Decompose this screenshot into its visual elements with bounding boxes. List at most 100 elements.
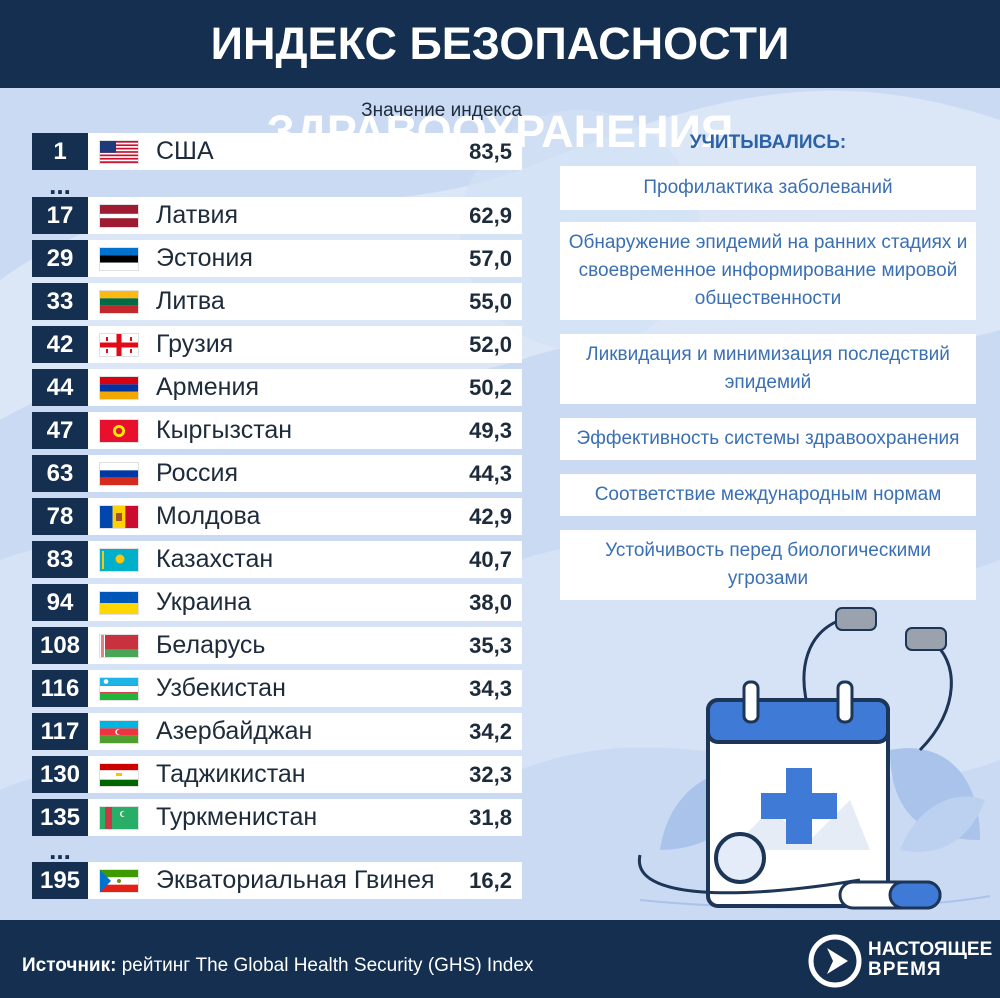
index-value: 50,2 — [469, 375, 512, 400]
index-value: 31,8 — [469, 805, 512, 830]
country-name: Грузия — [156, 330, 234, 358]
criteria-item: Эффективность системы здравоохранения — [560, 418, 976, 460]
index-value: 49,3 — [469, 418, 512, 443]
criteria-item: Устойчивость перед биологическими угроза… — [560, 530, 976, 600]
flag-icon — [100, 463, 138, 485]
country-name: Узбекистан — [156, 674, 286, 702]
row-bar: Экваториальная Гвинея 16,2 — [88, 862, 522, 899]
row-bar: Туркменистан 31,8 — [88, 799, 522, 836]
index-value: 55,0 — [469, 289, 512, 314]
country-name: Украина — [156, 588, 252, 616]
flag-icon — [100, 592, 138, 614]
row-bar: США 83,5 — [88, 133, 522, 170]
logo-play-icon — [808, 934, 862, 988]
rank-cell: 108 — [32, 627, 88, 664]
table-row: 29 Эстония 57,0 — [32, 240, 522, 277]
rank-cell: 135 — [32, 799, 88, 836]
source-label: Источник: — [22, 955, 117, 976]
flag-icon — [100, 807, 138, 829]
country-name: Эстония — [156, 244, 253, 272]
index-value: 34,3 — [469, 676, 512, 701]
flag-icon — [100, 420, 138, 442]
country-name: Россия — [156, 459, 238, 487]
country-name: Казахстан — [156, 545, 274, 573]
flag-icon — [100, 248, 138, 270]
rank-cell: 42 — [32, 326, 88, 363]
medical-illustration — [637, 607, 991, 910]
country-name: Латвия — [156, 201, 238, 229]
index-value: 40,7 — [469, 547, 512, 572]
flag-icon — [100, 870, 138, 892]
table-row: 78 Молдова 42,9 — [32, 498, 522, 535]
country-name: Туркменистан — [156, 803, 318, 831]
table-row: 63 Россия 44,3 — [32, 455, 522, 492]
flag-icon — [100, 506, 138, 528]
table-row: 130 Таджикистан 32,3 — [32, 756, 522, 793]
row-bar: Узбекистан 34,3 — [88, 670, 522, 707]
index-value: 34,2 — [469, 719, 512, 744]
country-name: Экваториальная Гвинея — [156, 866, 435, 894]
source-text: рейтинг The Global Health Security (GHS)… — [116, 955, 534, 976]
table-row: 195 Экваториальная Гвинея 16,2 — [32, 862, 522, 899]
table-row: 42 Грузия 52,0 — [32, 326, 522, 363]
table-row: 108 Беларусь 35,3 — [32, 627, 522, 664]
row-bar: Украина 38,0 — [88, 584, 522, 621]
flag-icon — [100, 635, 138, 657]
row-bar: Азербайджан 34,2 — [88, 713, 522, 750]
rank-cell: 47 — [32, 412, 88, 449]
flag-icon — [100, 549, 138, 571]
country-name: Литва — [156, 287, 225, 315]
rank-cell: 78 — [32, 498, 88, 535]
criteria-item: Соответствие международным нормам — [560, 474, 976, 516]
index-value: 32,3 — [469, 762, 512, 787]
table-row: 47 Кыргызстан 49,3 — [32, 412, 522, 449]
criteria-title: УЧИТЫВАЛИСЬ: — [689, 132, 847, 153]
index-value: 16,2 — [469, 868, 512, 893]
rank-cell: 1 — [32, 133, 88, 170]
flag-icon — [100, 721, 138, 743]
row-bar: Таджикистан 32,3 — [88, 756, 522, 793]
criteria-item: Обнаружение эпидемий на ранних стадиях и… — [560, 222, 976, 320]
flag-icon — [100, 377, 138, 399]
header-bar — [0, 0, 1000, 88]
rank-cell: 94 — [32, 584, 88, 621]
flag-icon — [100, 205, 138, 227]
country-name: Молдова — [156, 502, 261, 530]
brand-logo: НАСТОЯЩЕЕ ВРЕМЯ — [808, 934, 992, 990]
row-bar: Армения 50,2 — [88, 369, 522, 406]
rank-cell: 44 — [32, 369, 88, 406]
country-name: США — [156, 137, 214, 165]
row-bar: Кыргызстан 49,3 — [88, 412, 522, 449]
rank-cell: 117 — [32, 713, 88, 750]
logo-line1: НАСТОЯЩЕЕ — [868, 939, 993, 960]
flag-icon — [100, 764, 138, 786]
rank-cell: 17 — [32, 197, 88, 234]
rank-cell: 130 — [32, 756, 88, 793]
table-row: 135 Туркменистан 31,8 — [32, 799, 522, 836]
rank-cell: 29 — [32, 240, 88, 277]
column-label: Значение индекса — [361, 100, 522, 121]
row-bar: Беларусь 35,3 — [88, 627, 522, 664]
row-bar: Россия 44,3 — [88, 455, 522, 492]
index-value: 52,0 — [469, 332, 512, 357]
medical-cross-icon — [761, 768, 837, 844]
table-row: 83 Казахстан 40,7 — [32, 541, 522, 578]
rank-cell: 195 — [32, 862, 88, 899]
rank-cell: 83 — [32, 541, 88, 578]
table-ellipsis: ... — [49, 170, 71, 200]
country-name: Кыргызстан — [156, 416, 293, 444]
flag-icon — [100, 678, 138, 700]
table-ellipsis: ... — [49, 835, 71, 865]
table-row: 17 Латвия 62,9 — [32, 197, 522, 234]
table-row: 33 Литва 55,0 — [32, 283, 522, 320]
country-name: Беларусь — [156, 631, 266, 659]
country-name: Азербайджан — [156, 717, 313, 745]
row-bar: Литва 55,0 — [88, 283, 522, 320]
criteria-item: Ликвидация и минимизация последствий эпи… — [560, 334, 976, 404]
table-row: 116 Узбекистан 34,3 — [32, 670, 522, 707]
row-bar: Эстония 57,0 — [88, 240, 522, 277]
rank-cell: 116 — [32, 670, 88, 707]
row-bar: Грузия 52,0 — [88, 326, 522, 363]
flag-icon — [100, 291, 138, 313]
table-row: 1 США 83,5 — [32, 133, 522, 170]
